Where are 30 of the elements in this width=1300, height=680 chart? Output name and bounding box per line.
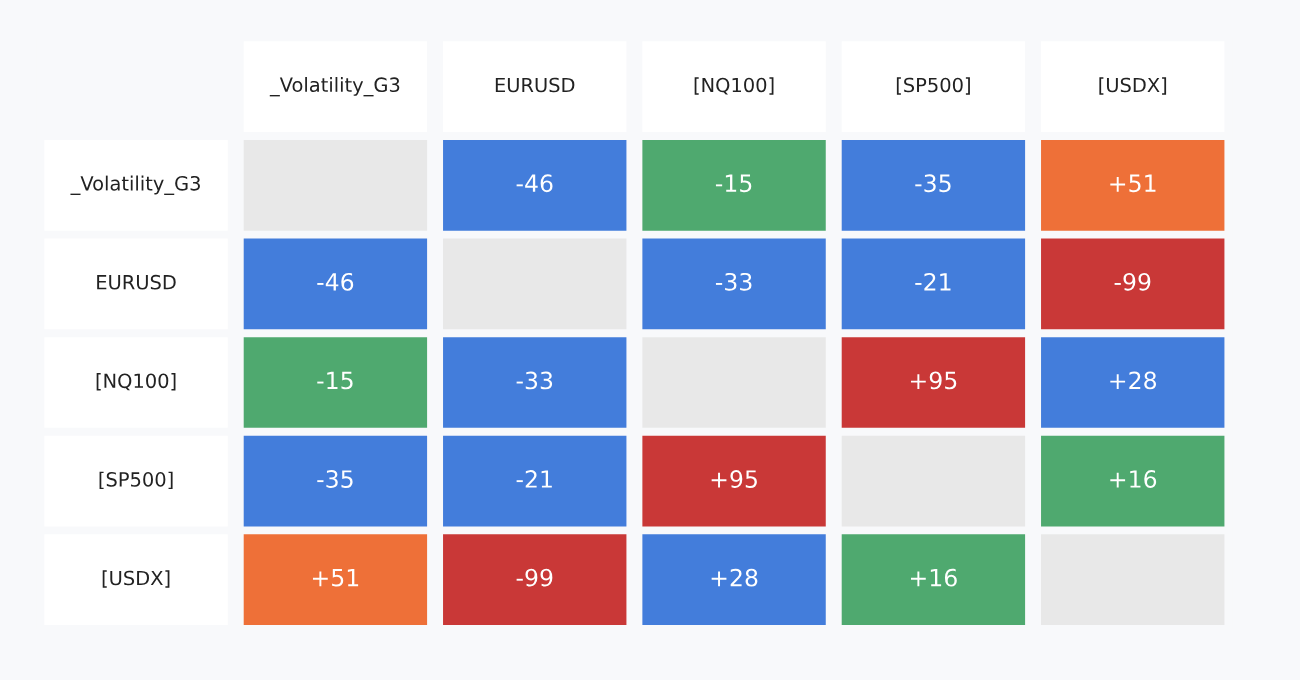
data-label: -15	[715, 174, 752, 193]
data-label: +28	[1110, 371, 1157, 390]
data-label: -21	[915, 272, 951, 291]
x-tick-label: _Volatility_G3	[269, 77, 400, 97]
data-label: -15	[317, 371, 353, 390]
y-tick-label: EURUSD	[97, 274, 176, 290]
y-tick-label: [NQ100]	[96, 373, 176, 391]
x-tick-label: [SP500]	[896, 77, 970, 95]
data-label: +95	[711, 470, 757, 488]
data-label: +95	[910, 371, 957, 390]
y-tick-label: _Volatility_G3	[70, 175, 200, 195]
data-label: +28	[711, 568, 758, 587]
data-label: -21	[516, 470, 552, 488]
data-label: -33	[516, 371, 553, 390]
data-label: -35	[317, 470, 353, 488]
data-label: -46	[317, 272, 354, 291]
data-label: -99	[1114, 272, 1151, 291]
y-tick-label: [USDX]	[102, 570, 170, 588]
x-tick-label: [USDX]	[1099, 77, 1167, 95]
data-label: +16	[910, 568, 957, 587]
data-label: +51	[1110, 174, 1156, 193]
data-label: +16	[1110, 470, 1157, 488]
data-label: -99	[516, 568, 553, 587]
data-label: -46	[516, 174, 553, 193]
data-label: -35	[915, 174, 951, 193]
y-tick-label: [SP500]	[99, 471, 173, 490]
x-tick-label: EURUSD	[495, 77, 575, 93]
data-label: -33	[715, 272, 752, 291]
x-tick-label: [NQ100]	[694, 77, 774, 95]
data-label: +51	[312, 569, 359, 587]
